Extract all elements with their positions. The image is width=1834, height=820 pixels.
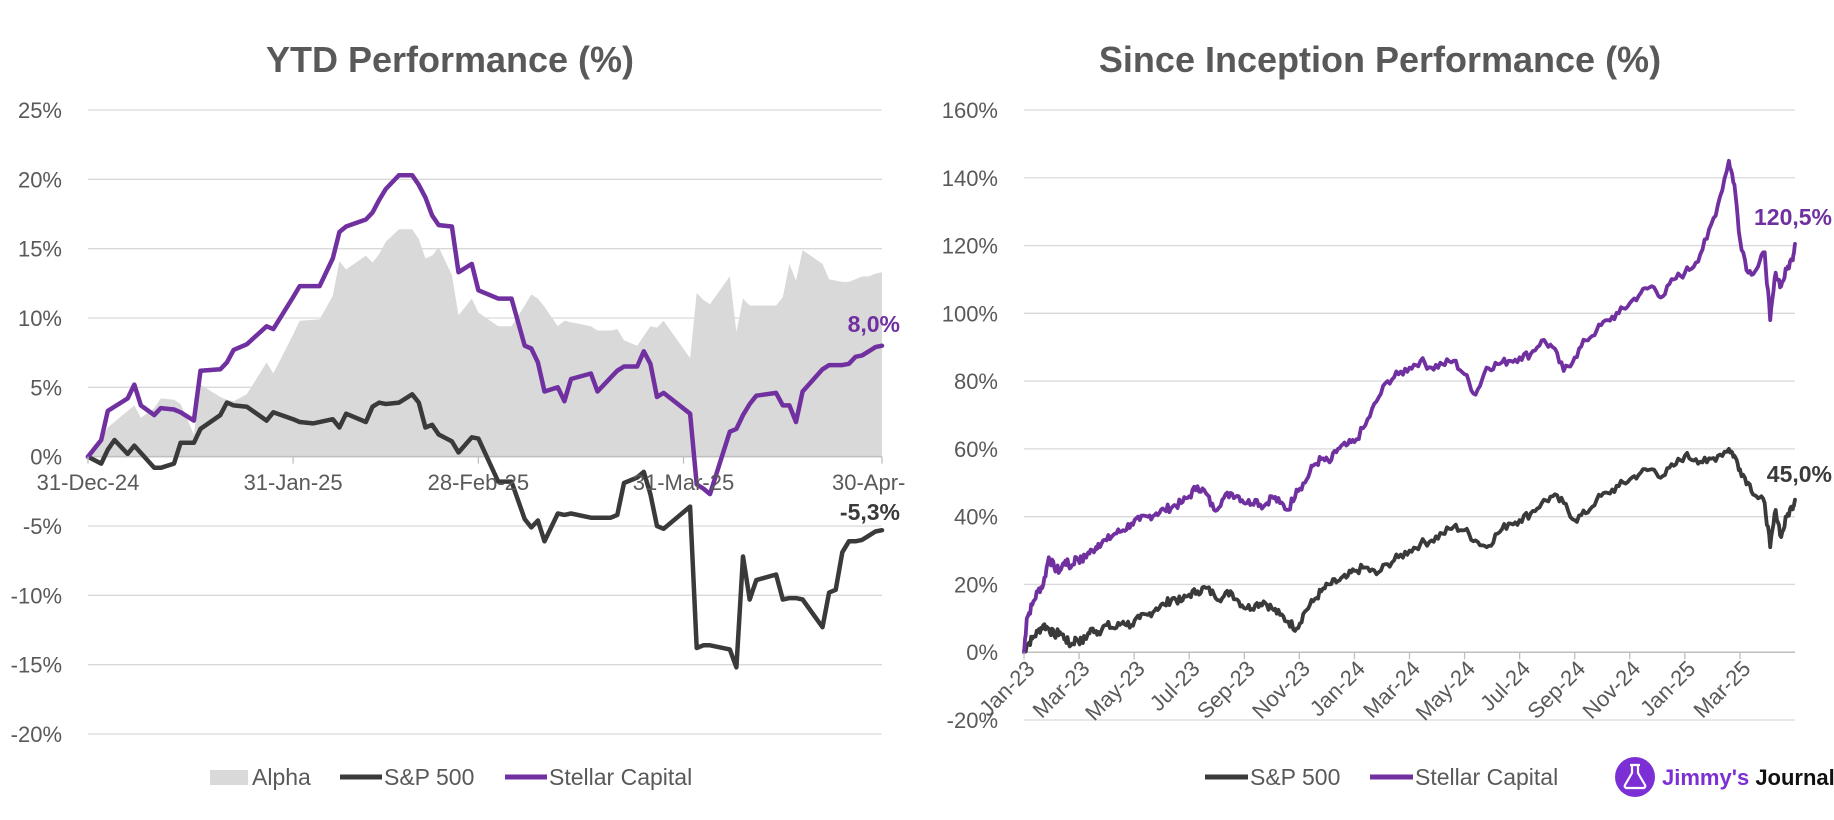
series-line-sp500 [1022,446,1797,655]
brand-logo: Jimmy's Journal [1615,757,1834,797]
ytd-y-tick-label: -20% [11,722,62,747]
legend-label-stellar: Stellar Capital [1415,764,1558,790]
ytd-y-tick-label: 15% [18,237,62,262]
legend-label-sp500: S&P 500 [384,764,474,790]
ytd-chart: YTD Performance (%) 25% 20% 15% 10% 5% 0% -5% -… [11,39,930,790]
ytd-x-tick-label: 30-Apr-25 [832,470,930,495]
legend-label-stellar: Stellar Capital [549,764,692,790]
ytd-y-tick-label: 5% [30,375,62,400]
inception-y-tick-label: 140% [942,166,998,191]
ytd-y-tick-label: 0% [30,445,62,470]
inception-y-axis: 160% 140% 120% 100% 80% 60% 40% 20% 0% -20% [942,98,998,733]
flask-icon [1615,757,1655,797]
ytd-x-axis: 31-Dec-24 31-Jan-25 28-Feb-25 31-Mar-25 30-A… [37,456,930,495]
inception-chart-title: Since Inception Performance (%) [1099,39,1661,80]
inception-x-tick-label: Jan-23 [974,656,1039,721]
inception-y-tick-label: 80% [954,369,998,394]
flask-glyph [1623,763,1647,790]
ytd-y-tick-label: 25% [18,98,62,123]
ytd-legend: Alpha S&P 500 Stellar Capital [210,764,692,790]
ytd-y-tick-label: 10% [18,306,62,331]
brand-name-second: Journal [1755,765,1834,790]
inception-y-tick-label: 20% [954,572,998,597]
ytd-chart-title: YTD Performance (%) [266,39,634,80]
ytd-y-tick-label: 20% [18,167,62,192]
inception-x-axis: Jan-23Mar-23May-23Jul-23Sep-23Nov-23Jan-… [974,652,1755,725]
ytd-y-tick-label: -10% [11,583,62,608]
inception-x-tick-label: Mar-25 [1689,656,1756,723]
series-area-alpha [88,229,882,457]
inception-x-tick-label: Jan-24 [1305,656,1370,721]
inception-end-label-sp500: 45,0% [1767,461,1832,487]
inception-y-tick-label: 40% [954,505,998,530]
ytd-end-label-sp500: -5,3% [840,499,900,525]
ytd-plot-area [85,172,885,670]
ytd-y-tick-label: -5% [23,514,62,539]
inception-y-tick-label: 100% [942,301,998,326]
inception-x-tick-label: Nov-23 [1247,656,1315,724]
series-line-stellar [1022,158,1797,655]
inception-y-tick-label: 60% [954,437,998,462]
ytd-x-tick-label: 31-Mar-25 [633,470,734,495]
inception-y-tick-label: 0% [966,640,998,665]
inception-legend: S&P 500 Stellar Capital [1205,764,1558,790]
legend-label-alpha: Alpha [252,764,311,790]
inception-end-label-stellar: 120,5% [1754,204,1832,230]
inception-x-tick-label: Sep-24 [1522,656,1590,724]
inception-x-tick-label: May-23 [1080,656,1150,726]
legend-label-sp500: S&P 500 [1250,764,1340,790]
ytd-x-tick-label: 28-Feb-25 [428,470,530,495]
series-line-stellar [85,172,885,497]
inception-plot-area [1022,158,1797,655]
ytd-y-tick-label: -15% [11,653,62,678]
ytd-y-axis: 25% 20% 15% 10% 5% 0% -5% -10% -15% -20% [11,98,62,747]
inception-y-tick-label: 120% [942,234,998,259]
inception-gridlines [1024,109,1795,721]
brand-name-first: Jimmy's [1662,765,1749,790]
inception-y-tick-label: -20% [947,708,998,733]
inception-x-tick-label: Nov-24 [1577,656,1645,724]
inception-x-tick-label: May-24 [1411,656,1481,726]
series-line-sp500 [85,392,885,670]
ytd-x-tick-label: 31-Dec-24 [37,470,140,495]
inception-chart: Since Inception Performance (%) 160% 140%… [942,39,1834,797]
inception-y-tick-label: 160% [942,98,998,123]
inception-x-tick-label: Sep-23 [1192,656,1260,724]
legend-swatch-alpha [210,770,248,785]
inception-x-tick-label: Jan-25 [1635,656,1700,721]
ytd-x-tick-label: 31-Jan-25 [244,470,343,495]
brand-name: Jimmy's Journal [1662,765,1834,790]
ytd-end-label-stellar: 8,0% [848,311,900,337]
